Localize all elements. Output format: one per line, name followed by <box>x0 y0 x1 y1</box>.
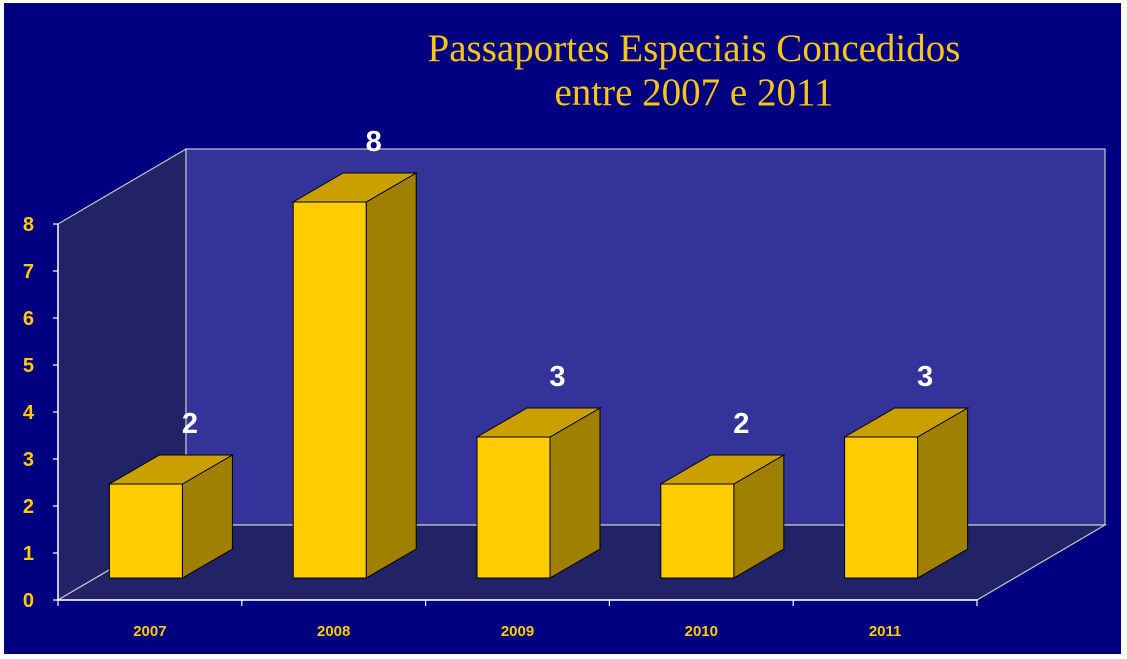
bar-2010 <box>658 454 786 579</box>
x-tick-label: 2009 <box>501 623 534 640</box>
bar-side <box>365 172 417 579</box>
chart-title-line-2: entre 2007 e 2011 <box>554 71 834 114</box>
y-tick-label: 4 <box>23 402 35 424</box>
y-tick-label: 5 <box>23 355 34 377</box>
chart-title-line-1: Passaportes Especiais Concedidos <box>427 27 961 70</box>
bar-front <box>292 201 367 579</box>
y-tick-label: 2 <box>23 496 34 518</box>
bar-front <box>476 436 551 579</box>
data-label: 2 <box>182 408 198 440</box>
data-label: 8 <box>366 126 382 158</box>
y-tick-label: 3 <box>23 449 34 471</box>
bar-2011 <box>842 407 970 579</box>
data-label: 3 <box>549 361 565 393</box>
y-tick-label: 6 <box>23 308 34 330</box>
data-label: 2 <box>733 408 749 440</box>
y-tick-label: 1 <box>23 543 34 565</box>
x-tick-label: 2007 <box>133 623 166 640</box>
x-tick-label: 2010 <box>685 623 718 640</box>
bar-2008 <box>291 172 419 579</box>
bar-2007 <box>107 454 235 579</box>
x-tick-label: 2008 <box>317 623 350 640</box>
y-tick-label: 7 <box>23 261 34 283</box>
x-tick-label: 2011 <box>869 623 902 640</box>
y-tick-label: 8 <box>23 214 34 236</box>
y-tick-label: 0 <box>23 590 34 612</box>
bar-front <box>660 483 735 579</box>
bar-side <box>917 407 969 579</box>
bar-front <box>844 436 919 579</box>
data-label: 3 <box>917 361 933 393</box>
bar-side <box>549 407 601 579</box>
bar-front <box>108 483 183 579</box>
chart-frame: 0 1 2 3 4 5 6 7 8 2007 2008 2009 2010 2011 2 8 3 2 3 Pass… <box>4 3 1121 654</box>
bar-2009 <box>475 407 602 579</box>
chart-canvas: 0 1 2 3 4 5 6 7 8 2007 2008 2009 2010 2011 2 8 3 2 3 <box>23 126 1108 640</box>
